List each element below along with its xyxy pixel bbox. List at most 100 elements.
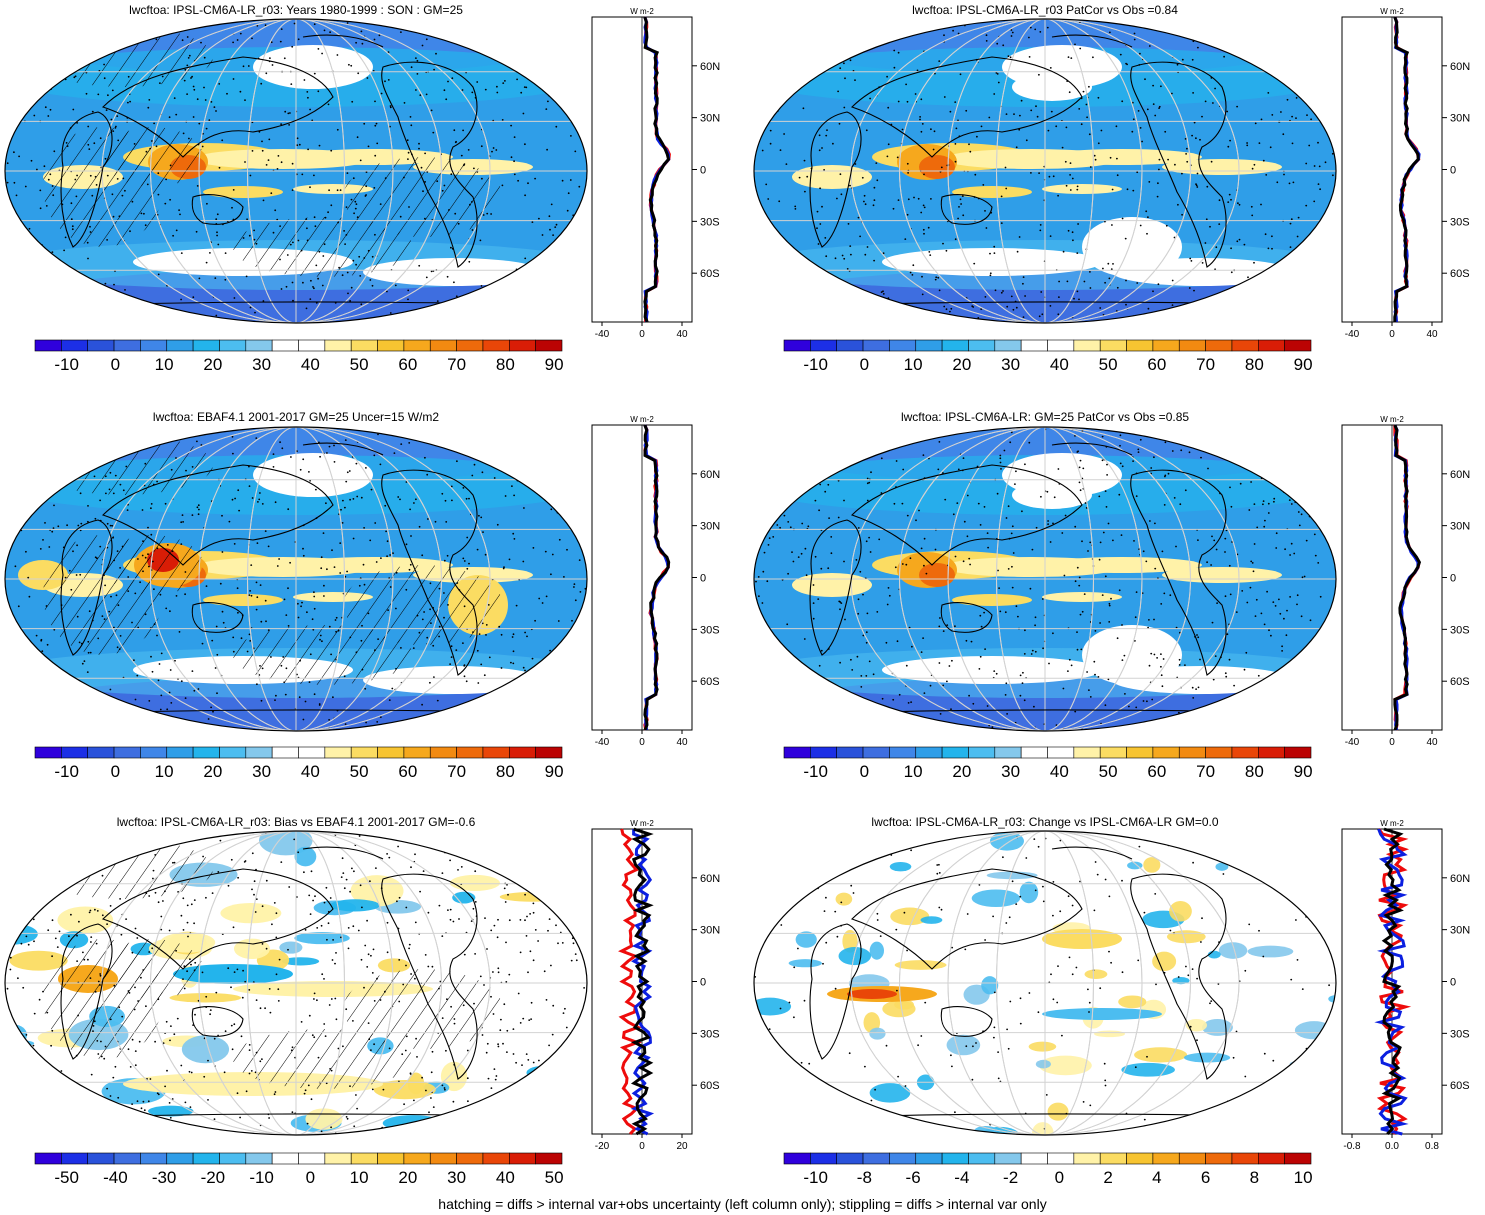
colorbar-label: 0 — [1055, 1168, 1064, 1186]
profile-line — [1393, 424, 1422, 731]
colorbar-swatch — [113, 1152, 141, 1165]
colorbar-swatch — [783, 1152, 811, 1165]
profile-xtick: -0.8 — [1343, 1141, 1361, 1152]
colorbar-swatch — [1257, 339, 1285, 352]
profile-xtick: -40 — [1345, 737, 1360, 748]
colorbar-swatch — [456, 1152, 484, 1165]
colorbar-swatch — [968, 1152, 996, 1165]
colorbar-label: 90 — [1294, 355, 1313, 373]
colorbar-swatch — [836, 746, 864, 759]
profile-xtick: 40 — [1426, 329, 1438, 340]
profile-xtick: 40 — [1426, 737, 1438, 748]
profile-ytick: 60N — [1450, 469, 1470, 481]
colorbar-swatch — [298, 1152, 326, 1165]
colorbar-label: 10 — [904, 355, 923, 373]
colorbar-label: 60 — [1147, 355, 1166, 373]
colorbar-label: -30 — [152, 1168, 177, 1186]
colorbar-label: -10 — [803, 355, 828, 373]
colorbar-swatch — [1073, 339, 1101, 352]
colorbar-swatch — [456, 339, 484, 352]
colorbar-swatch — [1284, 339, 1312, 352]
colorbar-swatch — [1152, 746, 1180, 759]
colorbar-label: 60 — [398, 355, 417, 373]
colorbar-swatch — [783, 339, 811, 352]
profile-xtick: 0.8 — [1425, 1141, 1439, 1152]
colorbar: -50 -40 -30 -20 -10 0 10 20 30 40 50 — [34, 1152, 564, 1186]
robinson-map — [4, 18, 588, 324]
colorbar-label: 20 — [203, 762, 222, 780]
colorbar: -10 0 10 20 30 40 50 60 70 80 90 — [34, 339, 564, 373]
colorbar-swatch — [1257, 1152, 1285, 1165]
colorbar-label: 30 — [252, 762, 271, 780]
colorbar-swatch — [219, 339, 247, 352]
colorbar-swatch — [298, 746, 326, 759]
colorbar-label: 50 — [545, 1168, 564, 1186]
profile-ytick: 60N — [700, 61, 720, 73]
colorbar-label: 80 — [1245, 355, 1264, 373]
colorbar-label: -10 — [803, 762, 828, 780]
colorbar-swatch — [219, 1152, 247, 1165]
profile-xtick: 40 — [676, 737, 688, 748]
robinson-map — [4, 830, 588, 1136]
colorbar-label: 20 — [952, 762, 971, 780]
colorbar-swatch — [1126, 339, 1154, 352]
colorbar-swatch — [941, 746, 969, 759]
profile-ytick: 60S — [1450, 268, 1470, 280]
colorbar-swatch — [1205, 339, 1233, 352]
profile-units: W m-2 — [1380, 415, 1404, 424]
colorbar-swatch — [87, 339, 115, 352]
profile-ytick: 0 — [700, 573, 706, 585]
colorbar-label: -20 — [201, 1168, 226, 1186]
profile-ytick: 30N — [1450, 113, 1470, 125]
colorbar-swatch — [1073, 746, 1101, 759]
colorbar-label: -10 — [54, 355, 79, 373]
colorbar-swatch — [271, 1152, 299, 1165]
profile-ytick: 60N — [1450, 873, 1470, 885]
colorbar-swatch — [113, 746, 141, 759]
colorbar-swatch — [1047, 1152, 1075, 1165]
colorbar-label: -40 — [103, 1168, 128, 1186]
colorbar-swatch — [862, 1152, 890, 1165]
colorbar-swatch — [377, 1152, 405, 1165]
colorbar-swatch — [1231, 746, 1259, 759]
profile-xtick: 0 — [1389, 737, 1395, 748]
colorbar-swatch — [889, 339, 917, 352]
colorbar-swatch — [783, 746, 811, 759]
profile-ytick: 0 — [1450, 573, 1456, 585]
colorbar-swatch — [350, 1152, 378, 1165]
panel-title: lwcftoa: IPSL-CM6A-LR_r03: Change vs IPS… — [871, 815, 1219, 829]
colorbar-swatch — [456, 746, 484, 759]
colorbar-label: 80 — [496, 762, 515, 780]
colorbar-swatch — [482, 339, 510, 352]
profile-xtick: 0.0 — [1385, 1141, 1399, 1152]
colorbar-swatch — [1178, 746, 1206, 759]
colorbar-swatch — [1257, 746, 1285, 759]
colorbar-swatch — [915, 746, 943, 759]
profile-units: W m-2 — [1380, 819, 1404, 828]
colorbar-swatch — [535, 339, 563, 352]
profile-line — [618, 828, 642, 1136]
colorbar-swatch — [245, 746, 273, 759]
colorbar-swatch — [1047, 339, 1075, 352]
profile-ytick: 60N — [700, 873, 720, 885]
profile-xtick: -40 — [595, 737, 610, 748]
colorbar-label: 10 — [350, 1168, 369, 1186]
colorbar-swatch — [1152, 339, 1180, 352]
colorbar-label: 20 — [203, 355, 222, 373]
panel-title: lwcftoa: IPSL-CM6A-LR_r03: Years 1980-19… — [129, 3, 463, 17]
robinson-map — [753, 426, 1337, 732]
colorbar-swatch — [915, 1152, 943, 1165]
colorbar-swatch — [61, 746, 89, 759]
colorbar-swatch — [403, 746, 431, 759]
colorbar-swatch — [61, 1152, 89, 1165]
colorbar-swatch — [1020, 1152, 1048, 1165]
profile-ytick: 30S — [1450, 1028, 1470, 1040]
colorbar-swatch — [836, 1152, 864, 1165]
colorbar-swatch — [1231, 1152, 1259, 1165]
colorbar-swatch — [166, 339, 194, 352]
colorbar-label: 40 — [301, 355, 320, 373]
colorbar-swatch — [1152, 1152, 1180, 1165]
profile-ytick: 60S — [700, 676, 720, 688]
colorbar-label: 30 — [1001, 762, 1020, 780]
colorbar-swatch — [87, 1152, 115, 1165]
